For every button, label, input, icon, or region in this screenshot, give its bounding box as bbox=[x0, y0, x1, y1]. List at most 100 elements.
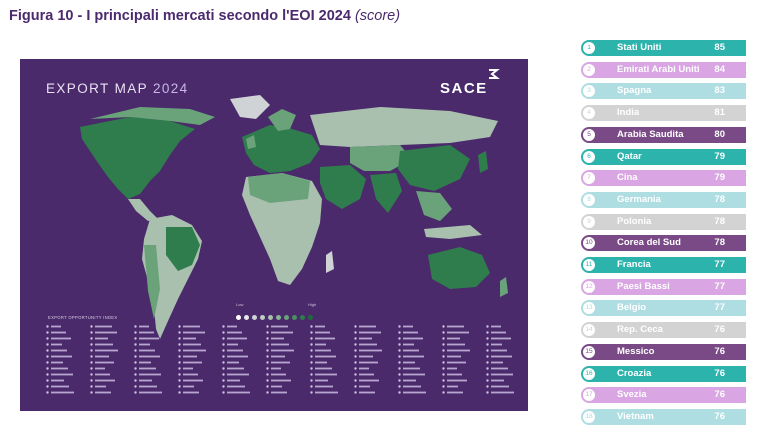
country-index-list-illustration bbox=[46, 325, 514, 394]
map-russia bbox=[310, 107, 498, 147]
list-line bbox=[403, 337, 423, 340]
map-north-america bbox=[80, 117, 195, 199]
list-line bbox=[447, 349, 470, 352]
legend-dot bbox=[308, 315, 313, 320]
list-line bbox=[491, 361, 503, 364]
list-dot bbox=[134, 355, 137, 358]
legend-dot bbox=[260, 315, 265, 320]
ranking-country: Svezia bbox=[617, 389, 647, 401]
map-title-text: EXPORT MAP bbox=[46, 81, 148, 96]
list-line bbox=[447, 367, 457, 370]
list-line bbox=[315, 373, 337, 376]
list-line bbox=[139, 361, 151, 364]
list-dot bbox=[134, 325, 137, 328]
list-dot bbox=[266, 379, 269, 382]
list-dot bbox=[46, 337, 49, 340]
rank-number: 15 bbox=[585, 347, 593, 355]
list-dot bbox=[310, 337, 313, 340]
rank-number: 3 bbox=[587, 87, 591, 95]
list-dot bbox=[90, 385, 93, 388]
list-line bbox=[95, 361, 114, 364]
list-dot bbox=[134, 343, 137, 346]
list-line bbox=[359, 349, 382, 352]
list-line bbox=[183, 325, 200, 328]
list-line bbox=[95, 331, 117, 334]
list-line bbox=[403, 379, 416, 382]
list-line bbox=[359, 361, 378, 364]
list-line bbox=[491, 337, 511, 340]
brand-logo: SACE bbox=[440, 80, 488, 97]
rank-badge: 4 bbox=[581, 105, 597, 122]
list-dot bbox=[222, 367, 225, 370]
ranking-score: 76 bbox=[714, 367, 725, 379]
rank-number: 14 bbox=[585, 326, 593, 334]
ranking-row: 6 Qatar 79 bbox=[581, 148, 747, 165]
list-dot bbox=[398, 349, 401, 352]
list-line bbox=[227, 343, 238, 346]
ranking-score: 78 bbox=[714, 193, 725, 205]
figure-title: Figura 10 - I principali mercati secondo… bbox=[9, 8, 400, 24]
rank-badge: 1 bbox=[581, 40, 597, 56]
list-line bbox=[359, 343, 377, 346]
list-dot bbox=[46, 355, 49, 358]
rank-number: 16 bbox=[585, 369, 593, 377]
list-line bbox=[51, 379, 64, 382]
list-dot bbox=[354, 385, 357, 388]
list-dot bbox=[442, 391, 445, 394]
list-line bbox=[95, 343, 113, 346]
list-line bbox=[403, 343, 414, 346]
list-dot bbox=[486, 379, 489, 382]
list-line bbox=[447, 373, 462, 376]
list-dot bbox=[178, 373, 181, 376]
figure-title-suffix: (score) bbox=[354, 8, 401, 24]
list-line bbox=[447, 331, 469, 334]
list-line bbox=[51, 343, 62, 346]
list-line bbox=[491, 391, 514, 394]
list-dot bbox=[486, 373, 489, 376]
list-dot bbox=[398, 361, 401, 364]
list-dot bbox=[222, 391, 225, 394]
list-line bbox=[51, 391, 74, 394]
list-dot bbox=[222, 361, 225, 364]
legend-dot bbox=[268, 315, 273, 320]
list-line bbox=[491, 385, 509, 388]
list-line bbox=[139, 325, 149, 328]
list-dot bbox=[486, 391, 489, 394]
list-line bbox=[315, 367, 332, 370]
list-line bbox=[227, 337, 247, 340]
list-line bbox=[271, 355, 285, 358]
ranking-row: 8 Germania 78 bbox=[581, 191, 747, 208]
list-dot bbox=[354, 391, 357, 394]
list-dot bbox=[398, 373, 401, 376]
list-line bbox=[271, 343, 289, 346]
list-dot bbox=[310, 331, 313, 334]
map-canada-north bbox=[90, 107, 215, 125]
list-dot bbox=[266, 361, 269, 364]
list-dot bbox=[266, 343, 269, 346]
list-dot bbox=[354, 343, 357, 346]
list-dot bbox=[442, 367, 445, 370]
list-dot bbox=[90, 337, 93, 340]
world-map-illustration bbox=[80, 95, 508, 339]
list-line bbox=[139, 379, 152, 382]
list-dot bbox=[46, 331, 49, 334]
ranking-row: 14 Rep. Ceca 76 bbox=[581, 322, 747, 339]
list-dot bbox=[354, 337, 357, 340]
map-title: EXPORT MAP 2024 bbox=[46, 81, 189, 96]
ranking-score: 77 bbox=[714, 259, 725, 270]
map-north-africa bbox=[248, 173, 310, 203]
list-line bbox=[51, 337, 71, 340]
list-dot bbox=[222, 325, 225, 328]
list-line bbox=[403, 349, 419, 352]
list-line bbox=[95, 385, 106, 388]
list-line bbox=[95, 325, 112, 328]
list-line bbox=[183, 373, 198, 376]
list-dot bbox=[486, 367, 489, 370]
list-dot bbox=[134, 367, 137, 370]
list-line bbox=[95, 349, 118, 352]
legend-scale-high: High bbox=[308, 302, 317, 307]
map-uk bbox=[246, 135, 256, 149]
list-line bbox=[447, 385, 458, 388]
list-line bbox=[403, 331, 418, 334]
rank-badge: 9 bbox=[581, 213, 597, 230]
